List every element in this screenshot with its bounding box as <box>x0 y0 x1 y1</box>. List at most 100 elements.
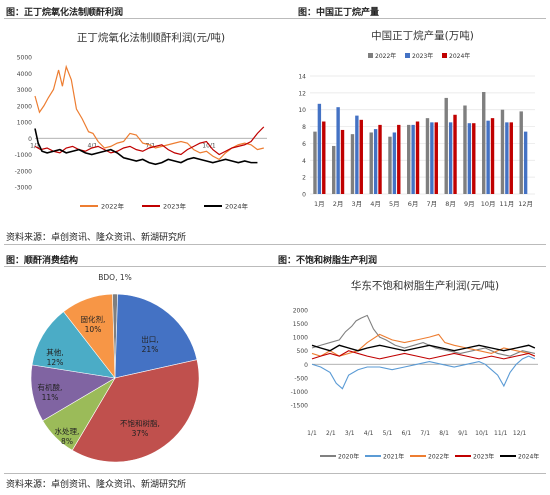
bar-2022年-12月 <box>519 111 523 194</box>
bar-2023年-2月 <box>336 107 340 194</box>
series-line-2021年 <box>311 355 536 390</box>
x-tick-label: 5月 <box>389 200 400 208</box>
bar-2024年-6月 <box>415 121 420 194</box>
series-line-2023年 <box>311 350 536 360</box>
divider-top <box>4 18 546 19</box>
legend-swatch <box>405 53 410 58</box>
legend-label: 2024年 <box>518 453 539 461</box>
pie-label: 出口, <box>141 334 158 344</box>
series-line-2024年 <box>34 128 258 166</box>
pie-pct: 21% <box>142 345 159 354</box>
source-bottom: 资料来源：卓创资讯、隆众资讯、新湖研究所 <box>6 480 187 490</box>
x-tick-label: 4/1 <box>88 142 98 149</box>
y-tick-label: -2000 <box>15 168 33 175</box>
y-tick-label: 6 <box>302 141 306 148</box>
divider-bottom <box>4 473 546 474</box>
pie-label: BDO, 1% <box>98 273 132 282</box>
y-tick-label: -1000 <box>291 389 309 396</box>
y-tick-label: 2000 <box>293 308 308 315</box>
legend-label: 2023年 <box>412 52 433 60</box>
bar-2023年-7月 <box>430 122 434 194</box>
bar-2022年-7月 <box>425 118 430 194</box>
y-tick-label: 500 <box>297 348 309 355</box>
bar-2023年-10月 <box>486 120 490 194</box>
bar-2023年-11月 <box>505 122 509 194</box>
y-tick-label: -3000 <box>15 185 33 192</box>
x-tick-label: 10月 <box>481 200 496 208</box>
bar-2024年-1月 <box>322 121 326 194</box>
series-line-2022年 <box>34 64 264 161</box>
y-tick-label: 8 <box>302 124 306 131</box>
bar-2022年-4月 <box>369 132 373 194</box>
y-tick-label: 0 <box>28 136 32 143</box>
bar-2024年-2月 <box>340 129 345 194</box>
pie-slice-出口 <box>114 293 198 379</box>
y-tick-label: 3000 <box>17 87 32 94</box>
y-tick-label: 2000 <box>17 103 32 110</box>
bar-2022年-10月 <box>482 92 486 194</box>
bar-2024年-5月 <box>397 124 401 194</box>
x-tick-label: 1/1 <box>307 430 317 437</box>
y-tick-label: 0 <box>304 362 308 369</box>
x-tick-label: 12/1 <box>513 430 527 437</box>
x-tick-label: 7/1 <box>420 430 430 437</box>
bar-2023年-5月 <box>392 132 397 194</box>
x-tick-label: 4/1 <box>364 430 374 437</box>
y-tick-label: 4 <box>302 158 306 165</box>
bar-2023年-12月 <box>523 131 528 194</box>
x-tick-label: 1/1 <box>30 142 40 149</box>
y-tick-label: -1500 <box>291 403 309 410</box>
x-tick-label: 1月 <box>314 200 325 208</box>
panel-title-consumption: 图：顺酐消费结构 <box>6 256 79 266</box>
series-line-2024年 <box>311 344 536 352</box>
legend-label: 2023年 <box>473 453 494 461</box>
x-tick-label: 3/1 <box>345 430 355 437</box>
bar-2022年-9月 <box>463 105 467 194</box>
x-tick-label: 8/1 <box>439 430 449 437</box>
bar-2024年-10月 <box>490 118 495 194</box>
chart-title: 正丁烷氧化法制顺酐利润(元/吨) <box>77 31 225 44</box>
pie-pct: 8% <box>61 437 73 446</box>
pie-pct: 12% <box>47 358 64 367</box>
legend-label: 2024年 <box>225 202 249 211</box>
legend-label: 2024年 <box>449 52 470 60</box>
bar-2024年-8月 <box>453 114 457 194</box>
bar-2023年-1月 <box>317 103 322 194</box>
pie-pct: 37% <box>132 429 149 438</box>
y-tick-label: 10 <box>298 107 306 114</box>
x-tick-label: 6月 <box>408 200 419 208</box>
bar-2022年-5月 <box>388 136 392 194</box>
y-tick-label: 2 <box>302 175 306 182</box>
y-tick-label: 1000 <box>293 335 308 342</box>
bar-2022年-11月 <box>500 109 505 194</box>
pie-label: 水处理, <box>55 426 80 436</box>
y-tick-label: 5000 <box>17 55 32 62</box>
x-tick-label: 12月 <box>518 200 533 208</box>
x-tick-label: 10/1 <box>475 430 489 437</box>
bar-2023年-8月 <box>448 122 453 194</box>
chart-title: 中国正丁烷产量(万吨) <box>371 29 474 42</box>
bar-2024年-3月 <box>359 119 363 194</box>
x-tick-label: 3月 <box>352 200 363 208</box>
pie-label: 不饱和树脂, <box>120 418 160 428</box>
x-tick-label: 9月 <box>464 200 475 208</box>
legend-label: 2022年 <box>375 52 396 60</box>
bar-2022年-3月 <box>350 134 355 194</box>
x-tick-label: 7月 <box>427 200 438 208</box>
bar-2022年-6月 <box>407 124 411 194</box>
pie-slice-固化剂 <box>63 293 116 379</box>
x-tick-label: 8月 <box>445 200 456 208</box>
bar-2024年-9月 <box>472 123 476 194</box>
x-tick-label: 11/1 <box>494 430 508 437</box>
series-line-2022年 <box>311 333 536 357</box>
y-tick-label: 1000 <box>17 120 32 127</box>
pie-slice-不饱和树脂 <box>71 359 200 463</box>
series-line-2020年 <box>311 314 536 357</box>
x-tick-label: 5/1 <box>383 430 393 437</box>
divider-mid <box>4 244 546 245</box>
bar-2022年-1月 <box>313 131 317 194</box>
x-tick-label: 9/1 <box>458 430 468 437</box>
pie-pct: 11% <box>42 393 59 402</box>
bar-2023年-6月 <box>411 124 415 194</box>
legend-label: 2022年 <box>428 453 449 461</box>
